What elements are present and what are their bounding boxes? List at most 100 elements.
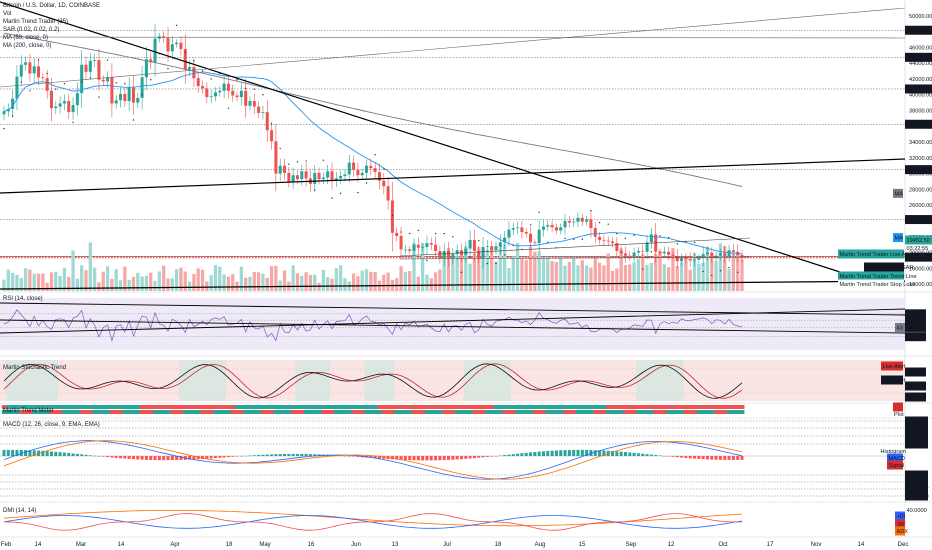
volume-bar (127, 279, 131, 291)
stoch-up-shade (506, 360, 512, 401)
candle-body (649, 234, 653, 243)
volume-bar (477, 247, 481, 291)
volume-bar (580, 260, 584, 291)
macd-histogram-bar (226, 456, 230, 458)
sar-dot (590, 210, 592, 212)
meter-row2 (549, 410, 555, 414)
candle-body (477, 250, 481, 259)
meter-row2 (692, 410, 697, 414)
meter-row1 (178, 405, 184, 409)
candle-body (274, 141, 278, 174)
candle-body (675, 256, 679, 262)
meter-row2 (299, 410, 305, 414)
meter-row1 (675, 405, 680, 409)
volume-bar (520, 258, 524, 291)
meter-row1 (718, 405, 723, 409)
volume-bar (136, 272, 140, 291)
macd-histogram-bar (313, 454, 317, 456)
volume-bar (554, 262, 559, 291)
macd-histogram-bar (32, 450, 36, 456)
rsi-line (3, 309, 743, 342)
meter-row1 (701, 405, 706, 409)
meter-row1 (299, 405, 305, 409)
macd-histogram-bar (464, 456, 468, 459)
macd-histogram-bar (119, 456, 123, 459)
candle-body (119, 93, 123, 101)
meter-row1 (157, 405, 162, 409)
trendlines[interactable] (0, 1, 906, 290)
macd-histogram-bar (222, 456, 226, 458)
candle-body (295, 175, 299, 180)
volume-bar (6, 269, 10, 291)
level-tag: 19417.09 (905, 252, 932, 262)
meter-row2 (355, 410, 361, 414)
time-axis[interactable]: Feb 14 Mar 14 Apr 18 May 16 Jun 13 Jul 18 Aug 15 Sep 12… (1, 542, 909, 548)
meter-row1 (221, 405, 227, 409)
stoch-title: Martin Stochastic Trend (3, 365, 66, 371)
time-tick-label: Mar (76, 542, 86, 548)
macd-level-tag-text: -233.42 (907, 473, 926, 479)
ma200-line (3, 32, 743, 187)
volume-bar (157, 271, 162, 291)
macd-title: MACD (12, 26, close, 9, EMA, EMA) (3, 422, 100, 428)
ma50-tag: MA (893, 233, 903, 243)
volume-bar (740, 259, 744, 291)
candle-body (529, 233, 533, 243)
volume-bar (41, 273, 45, 291)
candle-body (442, 250, 446, 259)
level-tag-bg (905, 119, 932, 129)
time-tick-label: 18 (226, 542, 233, 548)
meter-row1 (265, 405, 270, 409)
macd-histogram-bar (123, 456, 127, 459)
ma200-tag: MA (893, 188, 903, 198)
meter-row1 (139, 405, 145, 409)
meter-row2 (200, 410, 205, 414)
candle-body (662, 251, 666, 254)
candle-body (636, 250, 640, 253)
meter-row2 (118, 410, 123, 414)
macd-histogram-bar (317, 454, 321, 456)
macd-histogram-bar (175, 456, 179, 461)
meter-row1 (463, 405, 469, 409)
stoch-up-shade (649, 360, 654, 401)
volume-bar (455, 255, 459, 291)
meter-row1 (174, 405, 180, 409)
meter-row2 (239, 410, 244, 414)
meter-row1 (377, 405, 382, 409)
macd-histogram-bar (498, 455, 502, 457)
sar-dot (72, 121, 74, 124)
sar-dot (598, 221, 601, 224)
meter-row2 (619, 410, 624, 414)
volume-bars (2, 242, 744, 291)
sar-dot (572, 238, 575, 240)
sar-dot (434, 232, 437, 235)
candle-body (101, 79, 105, 82)
candle-body (455, 250, 459, 255)
meter-row1 (79, 405, 85, 409)
sar-dot (693, 241, 696, 243)
price-axis[interactable]: 50000.0048000.0046000.0044000.0042000.00… (905, 14, 932, 515)
dmi-minus-tag-text: -DI (897, 522, 905, 528)
meter-row2 (416, 410, 421, 414)
meter-row1 (321, 405, 326, 409)
meter-row2 (670, 410, 676, 414)
meter-row2 (196, 410, 201, 414)
macd-histogram-bar (283, 454, 287, 456)
candle-body (24, 62, 28, 65)
macd-histogram-bar (658, 455, 662, 457)
meter-row1 (485, 405, 490, 409)
meter-row1 (541, 405, 546, 409)
volume-bar (485, 249, 490, 291)
candle-body (239, 90, 243, 98)
candle-body (541, 226, 545, 230)
meter-row1 (545, 405, 551, 409)
candle-body (425, 243, 429, 248)
meter-row1 (614, 405, 620, 409)
macd-histogram-bar (19, 449, 23, 456)
volume-bar (321, 269, 326, 291)
meter-row1 (606, 405, 611, 409)
meter-row2 (96, 410, 102, 414)
macd-histogram-bar (101, 456, 105, 457)
meter-plot-label: Plot (894, 412, 904, 418)
